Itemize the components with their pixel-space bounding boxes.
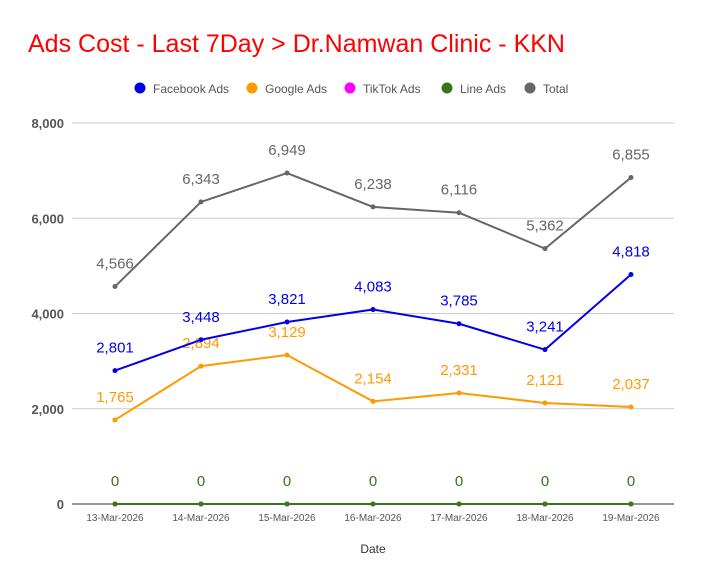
legend-marker (524, 82, 536, 94)
legend-label: TikTok Ads (363, 82, 421, 96)
data-label: 2,801 (96, 340, 134, 357)
data-point (284, 352, 290, 358)
data-label: 6,855 (612, 147, 650, 164)
data-point (112, 417, 118, 423)
x-tick-label: 19-Mar-2026 (602, 513, 660, 524)
data-point (198, 337, 204, 343)
data-point (456, 210, 462, 216)
data-label: 4,818 (612, 244, 650, 261)
legend-marker (441, 82, 453, 94)
data-label: 6,949 (268, 142, 306, 159)
data-point (628, 175, 634, 181)
legend-marker (134, 82, 146, 94)
x-tick-label: 15-Mar-2026 (258, 513, 316, 524)
x-tick-label: 16-Mar-2026 (344, 513, 402, 524)
data-point (284, 170, 290, 176)
data-point (112, 284, 118, 290)
y-tick-label: 6,000 (31, 211, 64, 226)
data-label: 4,083 (354, 279, 392, 296)
x-axis-label: Date (360, 542, 386, 556)
data-point (284, 501, 290, 507)
data-point (370, 398, 376, 404)
legend-label: Total (543, 82, 568, 96)
data-label: 3,448 (182, 309, 220, 326)
data-label: 0 (627, 473, 635, 490)
data-label: 3,785 (440, 293, 478, 310)
data-label: 2,121 (526, 372, 564, 389)
legend-marker (344, 82, 356, 94)
data-point (370, 204, 376, 210)
data-point (198, 501, 204, 507)
data-point (198, 199, 204, 205)
data-label: 6,343 (182, 171, 220, 188)
legend-label: Line Ads (460, 82, 506, 96)
data-label: 0 (455, 473, 463, 490)
data-point (370, 501, 376, 507)
y-tick-label: 2,000 (31, 402, 64, 417)
data-label: 2,894 (182, 335, 220, 352)
data-point (542, 347, 548, 353)
data-point (542, 400, 548, 406)
legend-label: Google Ads (265, 82, 327, 96)
data-label: 0 (111, 473, 119, 490)
chart-title: Ads Cost - Last 7Day > Dr.Namwan Clinic … (28, 30, 565, 58)
y-tick-label: 4,000 (31, 307, 64, 322)
data-label: 3,821 (268, 291, 306, 308)
data-point (628, 501, 634, 507)
data-point (456, 390, 462, 396)
data-point (284, 319, 290, 325)
data-label: 2,331 (440, 362, 478, 379)
data-label: 2,154 (354, 370, 392, 387)
x-tick-label: 14-Mar-2026 (172, 513, 230, 524)
data-label: 1,765 (96, 389, 134, 406)
data-point (542, 501, 548, 507)
x-tick-label: 13-Mar-2026 (86, 513, 144, 524)
data-point (542, 246, 548, 252)
data-point (628, 404, 634, 410)
data-point (628, 272, 634, 278)
data-label: 3,129 (268, 324, 306, 341)
data-label: 0 (541, 473, 549, 490)
x-tick-label: 18-Mar-2026 (516, 513, 574, 524)
data-point (112, 501, 118, 507)
data-label: 0 (369, 473, 377, 490)
data-point (456, 321, 462, 327)
data-point (370, 307, 376, 313)
data-label: 2,037 (612, 376, 650, 393)
data-label: 0 (283, 473, 291, 490)
x-tick-label: 17-Mar-2026 (430, 513, 488, 524)
data-point (456, 501, 462, 507)
legend-marker (246, 82, 258, 94)
y-tick-label: 8,000 (31, 116, 64, 131)
data-point (112, 368, 118, 374)
data-label: 6,238 (354, 176, 392, 193)
data-label: 6,116 (441, 182, 477, 199)
data-label: 4,566 (96, 256, 134, 273)
y-tick-label: 0 (57, 497, 64, 512)
data-label: 3,241 (526, 319, 564, 336)
data-label: 0 (197, 473, 205, 490)
legend-label: Facebook Ads (153, 82, 229, 96)
data-point (198, 363, 204, 369)
data-label: 5,362 (526, 218, 564, 235)
